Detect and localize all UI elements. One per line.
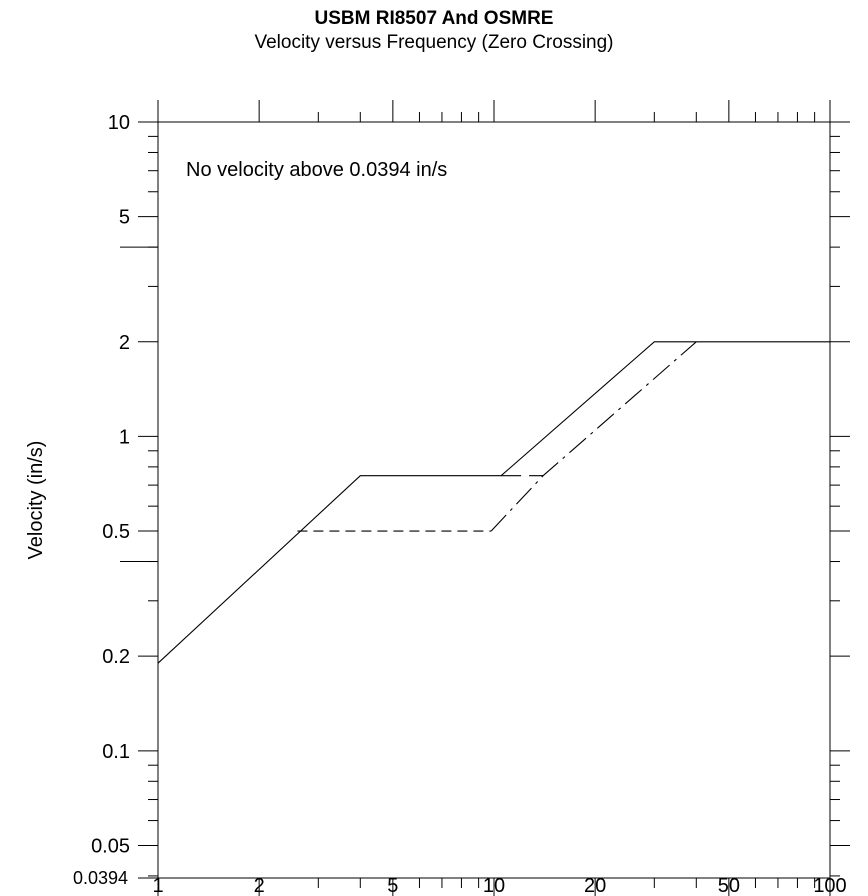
x-tick-label: 50 (718, 875, 740, 896)
y-tick-label: 0.5 (102, 521, 130, 543)
x-tick-label: 2 (254, 875, 265, 896)
y-tick-label: 5 (119, 207, 130, 229)
chart-subtitle: Velocity versus Frequency (Zero Crossing… (254, 32, 614, 53)
series-line-1 (157, 341, 830, 664)
chart-annotation: No velocity above 0.0394 in/s (186, 159, 447, 181)
chart-title: USBM RI8507 And OSMRE (314, 8, 554, 29)
y-tick-label: 0.2 (102, 646, 130, 668)
plot-frame (157, 121, 831, 879)
y-axis-label: Velocity (in/s) (25, 441, 47, 560)
x-tick-label: 100 (813, 875, 846, 896)
x-tick-label: 5 (387, 875, 398, 896)
x-tick-label: 10 (483, 875, 505, 896)
y-tick-label: 1 (119, 426, 130, 448)
y-tick-label: 0.05 (91, 835, 130, 857)
series-line-4 (490, 341, 697, 532)
y-tick-label: 0.1 (102, 741, 130, 763)
x-tick-label: 1 (152, 875, 163, 896)
x-tick-label: 20 (584, 875, 606, 896)
y-tick-label: 2 (119, 332, 130, 354)
y-tick-label: 0.0394 (73, 868, 128, 888)
y-tick-label: 10 (108, 112, 130, 134)
